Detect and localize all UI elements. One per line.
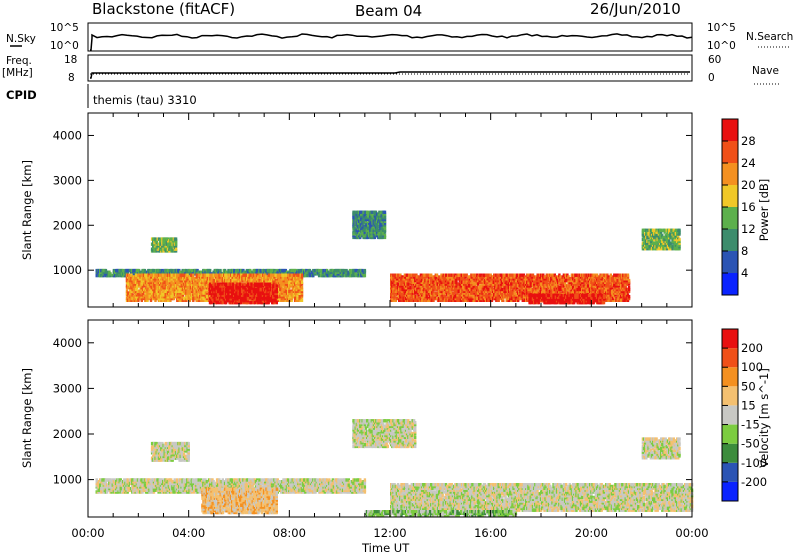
nsearch-tick-high: 10^5 (707, 22, 736, 34)
heatmap-cell (322, 269, 324, 272)
freq-tick-high: 18 (64, 54, 77, 66)
heatmap-cell (122, 269, 124, 272)
freq-strip-frame (88, 55, 692, 81)
beam-title: Beam 04 (355, 2, 422, 20)
heatmap-cell (364, 269, 366, 272)
heatmap-cell (175, 237, 177, 240)
heatmap-cell (276, 284, 278, 287)
heatmap-cell (233, 269, 235, 272)
heatmap-cell (466, 274, 468, 277)
heatmap-cell (175, 248, 177, 251)
heatmap-cell (153, 269, 155, 272)
heatmap-cell (192, 274, 194, 277)
heatmap-cell (301, 286, 303, 289)
cpid-value: themis (tau) 3310 (93, 93, 197, 107)
heatmap-cell (141, 274, 143, 277)
heatmap-cell (396, 297, 398, 300)
heatmap-cell (176, 274, 178, 277)
freq-unit-label: [MHz] (2, 67, 33, 79)
heatmap-cell (225, 274, 227, 277)
freq-label: Freq. (6, 55, 32, 67)
nave-tick-high: 60 (708, 54, 721, 66)
nsearch-label: N.Search (746, 31, 793, 43)
heatmap-cell (586, 281, 588, 284)
freq-tick-low: 8 (68, 72, 75, 84)
heatmap-cell (559, 275, 561, 278)
nsky-strip-frame (88, 23, 692, 51)
heatmap-cell (533, 286, 535, 289)
heatmap-cell (301, 281, 303, 284)
heatmap-cell (312, 269, 314, 272)
heatmap-cell (349, 269, 351, 272)
freq-line (90, 72, 690, 78)
nsky-tick-low: 10^0 (50, 40, 79, 52)
heatmap-cell (165, 290, 167, 293)
heatmap-cell (364, 274, 366, 277)
heatmap-cell (283, 274, 285, 277)
heatmap-cell (244, 274, 246, 277)
heatmap-cell (109, 272, 111, 275)
cpid-label: CPID (6, 88, 37, 102)
heatmap-cell (407, 282, 409, 285)
heatmap-cell (219, 269, 221, 272)
heatmap-cell (409, 286, 411, 289)
heatmap-cell (309, 269, 311, 272)
heatmap-cell (209, 269, 211, 272)
heatmap-cell (533, 275, 535, 278)
heatmap-cell (250, 301, 252, 304)
nsearch-tick-low: 10^0 (707, 40, 736, 52)
power-heatmap (96, 211, 681, 305)
heatmap-cell (443, 291, 445, 294)
heatmap-cell (301, 274, 303, 277)
heatmap-cell (434, 286, 436, 289)
heatmap-cell (430, 274, 432, 277)
heatmap-cell (263, 269, 265, 272)
heatmap-cell (173, 297, 175, 300)
nave-label: Nave (752, 65, 779, 77)
heatmap-cell (318, 274, 320, 277)
heatmap-cell (196, 274, 198, 277)
station-title: Blackstone (fitACF) (92, 0, 235, 18)
nsky-label: N.Sky (6, 33, 36, 45)
nave-tick-low: 0 (708, 72, 715, 84)
heatmap-cell (436, 274, 438, 277)
heatmap-cell (522, 291, 524, 294)
heatmap-cell (276, 301, 278, 304)
heatmap-cell (514, 274, 516, 277)
heatmap-cell (444, 295, 446, 298)
heatmap-cell (159, 269, 161, 272)
heatmap-cell (139, 271, 141, 274)
nsky-tick-high: 10^5 (50, 22, 79, 34)
heatmap-cell (510, 286, 512, 289)
heatmap-cell (309, 272, 311, 275)
heatmap-cell (301, 299, 303, 302)
heatmap-cell (318, 269, 320, 272)
heatmap-cell (191, 269, 193, 272)
date-title: 26/Jun/2010 (590, 0, 681, 18)
heatmap-cell (393, 295, 395, 298)
heatmap-cell (182, 274, 184, 277)
nsky-line (90, 34, 692, 50)
heatmap-cell (243, 283, 245, 286)
heatmap-cell (501, 288, 503, 291)
heatmap-cell (144, 269, 146, 272)
heatmap-cell (276, 288, 278, 291)
heatmap-cell (255, 288, 257, 291)
